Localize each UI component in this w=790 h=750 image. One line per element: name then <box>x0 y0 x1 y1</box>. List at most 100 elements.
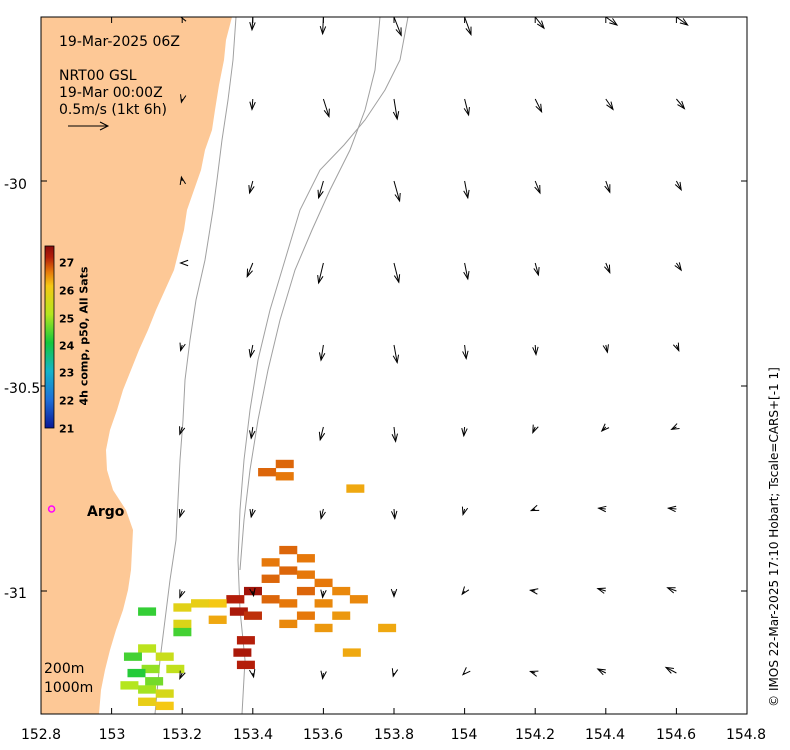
sst-cell <box>279 566 298 575</box>
sst-cell <box>123 652 142 661</box>
isobath-200m <box>154 17 237 714</box>
product-time: 19-Mar 00:00Z <box>59 85 163 101</box>
current-vector <box>391 426 398 443</box>
sst-cell <box>236 636 255 645</box>
current-vector <box>180 17 187 22</box>
colorbar-tick: 24 <box>59 339 75 353</box>
x-tick-label: 154 <box>450 727 478 743</box>
argo-label: Argo <box>87 504 125 520</box>
sst-cell <box>261 595 280 604</box>
current-vector <box>600 423 610 433</box>
axis-ticks <box>40 17 748 714</box>
sst-cell <box>349 595 368 604</box>
sst-cell <box>226 595 245 604</box>
sst-cell <box>296 554 315 563</box>
sst-cell <box>141 664 160 674</box>
current-vector <box>318 344 326 362</box>
current-vector <box>676 17 689 26</box>
sst-cell <box>275 459 294 469</box>
x-tick-label: 154.6 <box>655 727 697 743</box>
sst-cell <box>191 599 210 608</box>
sst-cell <box>173 627 192 637</box>
current-vector <box>179 670 186 680</box>
current-vector <box>318 426 326 442</box>
sst-cell <box>279 599 298 608</box>
sst-cell <box>229 607 248 616</box>
current-vector <box>319 508 326 521</box>
current-vector <box>463 262 470 281</box>
sst-cell <box>208 615 227 624</box>
x-tick-label: 153.2 <box>161 727 203 743</box>
current-vector <box>249 98 256 111</box>
current-vector <box>534 17 545 30</box>
sst-cell <box>279 545 298 555</box>
current-vector <box>179 175 186 185</box>
sst-cell <box>155 652 174 661</box>
y-tick-label: -31 <box>4 586 27 602</box>
current-vector <box>670 423 680 431</box>
sst-cell <box>138 607 157 616</box>
current-vector <box>393 262 401 284</box>
credit-text: © IMOS 22-Mar-2025 17:10 Hobart; Tscale=… <box>767 367 781 707</box>
current-vector <box>393 180 401 203</box>
sst-cell <box>127 668 146 678</box>
current-vector <box>461 426 468 438</box>
current-vector <box>464 17 472 36</box>
sst-cell <box>236 660 255 670</box>
current-vector <box>390 508 398 521</box>
current-vector <box>674 262 683 272</box>
current-vector <box>596 668 607 676</box>
sst-cell <box>243 611 262 620</box>
sst-cell <box>155 701 174 711</box>
current-vector <box>529 670 539 677</box>
current-vector <box>392 344 400 365</box>
x-tick-label: 152.8 <box>20 727 62 743</box>
y-tick-label: -30.5 <box>4 381 41 397</box>
current-vector <box>393 17 402 37</box>
current-vector <box>605 17 619 26</box>
argo-float-marker[interactable] <box>47 505 56 513</box>
sst-cells <box>120 459 397 711</box>
sst-cell <box>296 570 315 579</box>
current-vector <box>534 180 541 195</box>
current-vector <box>604 180 611 194</box>
sst-cell <box>261 574 280 583</box>
current-vector <box>676 98 686 110</box>
x-tick-label: 154.8 <box>725 727 767 743</box>
sst-cell <box>314 599 333 608</box>
x-tick-label: 153 <box>98 727 126 743</box>
current-vector <box>604 262 611 274</box>
colorbar-tick: 26 <box>59 284 75 298</box>
sst-cell <box>332 611 351 620</box>
sst-cell <box>120 681 139 690</box>
current-vector <box>179 589 186 599</box>
current-vector <box>179 426 186 436</box>
colorbar-tick: 22 <box>59 394 75 408</box>
sst-cell <box>314 578 333 588</box>
current-vector <box>674 180 682 192</box>
vector-scale-label: 0.5m/s (1kt 6h) <box>59 102 168 118</box>
current-vector <box>391 668 399 678</box>
current-vector <box>317 262 324 285</box>
vector-scale-arrowhead <box>99 121 110 131</box>
current-vector <box>672 342 680 352</box>
land-mass <box>41 17 232 714</box>
colorbar-tick: 27 <box>59 256 75 270</box>
product-name: NRT00 GSL <box>59 68 137 84</box>
current-vector <box>529 504 540 512</box>
current-vector <box>320 589 327 599</box>
current-vector <box>249 508 256 519</box>
current-vector <box>666 505 677 513</box>
current-vector <box>528 588 539 595</box>
sst-cell <box>258 468 277 477</box>
current-vector <box>605 98 614 111</box>
sst-cell <box>342 648 361 657</box>
sst-cell <box>145 677 164 686</box>
current-vector <box>664 666 677 674</box>
x-tick-label: 154.4 <box>584 727 626 743</box>
sst-cell <box>332 586 351 596</box>
current-vector <box>178 508 185 519</box>
sst-cell <box>279 619 298 629</box>
colorbar-title: 4h comp, p50, All Sats <box>77 266 91 406</box>
current-vectors <box>178 17 689 681</box>
